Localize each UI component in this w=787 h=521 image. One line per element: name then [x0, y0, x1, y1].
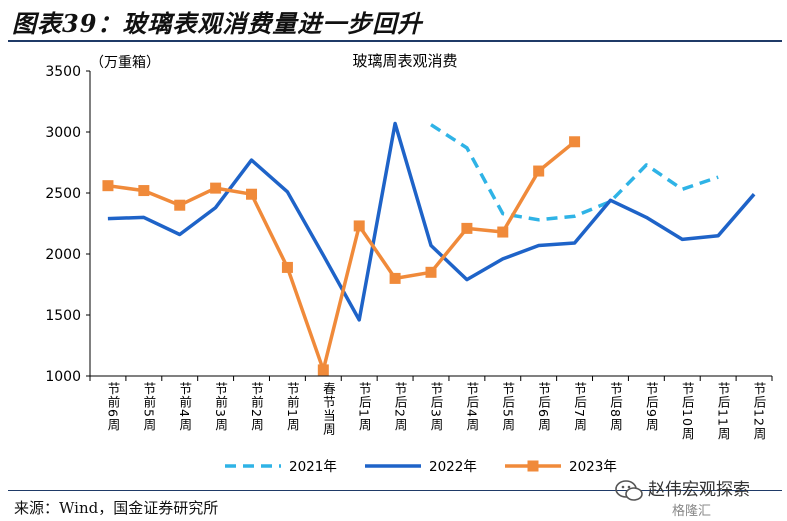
- legend-label-2021年: 2021年: [289, 459, 337, 475]
- watermark: 赵伟宏观探索 格隆汇: [612, 473, 782, 519]
- series-line-2023年: [107, 140, 576, 372]
- figure-title: 图表39：玻璃表观消费量进一步回升: [12, 9, 423, 38]
- data-point-2023年-节后2周: [389, 272, 401, 284]
- x-tick-label: 节前2周: [249, 382, 264, 431]
- data-point-2023年-节前5周: [138, 185, 150, 197]
- x-tick-label: 节后7周: [572, 382, 587, 431]
- x-tick-label: 节后9周: [644, 382, 659, 431]
- data-point-2023年-节前4周: [174, 199, 186, 211]
- watermark-text: 赵伟宏观探索: [648, 480, 750, 500]
- y-tick-label: 3000: [45, 125, 81, 141]
- source-note: 来源：Wind，国金证券研究所: [14, 499, 219, 517]
- data-point-2023年-节后1周: [353, 220, 365, 232]
- x-tick-label: 节前5周: [141, 382, 156, 431]
- x-tick-label: 节后6周: [536, 382, 551, 431]
- data-point-2023年-节前1周: [281, 261, 293, 273]
- chart-title: 玻璃周表观消费: [352, 52, 457, 70]
- x-tick-label: 节前6周: [105, 382, 120, 431]
- wechat-icon: [615, 480, 643, 501]
- series-line-2022年: [107, 121, 756, 322]
- title-divider: [8, 40, 782, 42]
- x-tick-label: 节后3周: [429, 382, 444, 431]
- x-tick-label: 节后5周: [500, 382, 515, 431]
- legend-label-2022年: 2022年: [429, 459, 477, 475]
- x-tick-label: 节后10周: [680, 382, 695, 440]
- x-tick-label: 节后12周: [752, 382, 767, 440]
- data-point-2023年-节后5周: [497, 226, 509, 238]
- x-tick-label: 节后11周: [716, 382, 731, 440]
- data-point-2023年-节后4周: [461, 222, 473, 234]
- x-tick-label: 节前3周: [213, 382, 228, 431]
- x-tick-label: 节后8周: [608, 382, 623, 431]
- y-tick-label: 2000: [45, 247, 81, 263]
- watermark-logo-text: 格隆汇: [672, 504, 712, 519]
- y-tick-label: 3500: [45, 64, 81, 80]
- y-tick-label: 1000: [45, 369, 81, 385]
- y-tick-label: 1500: [45, 308, 81, 324]
- series-line-2021年: [430, 123, 719, 222]
- data-point-2023年-春节当周: [317, 364, 329, 376]
- legend-label-2023年: 2023年: [569, 459, 617, 475]
- y-axis-unit-label: （万重箱）: [90, 55, 160, 71]
- legend-marker-2023年: [527, 460, 539, 472]
- data-point-2023年-节前6周: [102, 180, 114, 192]
- x-tick-label: 春节当周: [321, 382, 336, 436]
- data-point-2023年-节后3周: [425, 266, 437, 278]
- data-point-2023年-节后6周: [533, 165, 545, 177]
- x-tick-label: 节前1周: [285, 382, 300, 431]
- data-point-2023年-节后7周: [569, 136, 581, 148]
- data-point-2023年-节前2周: [246, 188, 258, 200]
- x-tick-label: 节前4周: [177, 382, 192, 431]
- x-tick-label: 节后1周: [357, 382, 372, 431]
- x-tick-label: 节后2周: [393, 382, 408, 431]
- data-point-2023年-节前3周: [210, 182, 222, 194]
- x-tick-label: 节后4周: [464, 382, 479, 431]
- y-tick-label: 2500: [45, 186, 81, 202]
- chart: 1000 1500 2000 2500 3000 3500 节前6周 节前5周 节前4周 节前3周…: [45, 52, 773, 475]
- source-divider: [8, 490, 782, 491]
